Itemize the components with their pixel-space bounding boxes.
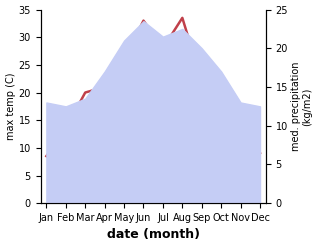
- Y-axis label: med. precipitation
(kg/m2): med. precipitation (kg/m2): [291, 62, 313, 151]
- Y-axis label: max temp (C): max temp (C): [5, 73, 16, 140]
- X-axis label: date (month): date (month): [107, 228, 200, 242]
